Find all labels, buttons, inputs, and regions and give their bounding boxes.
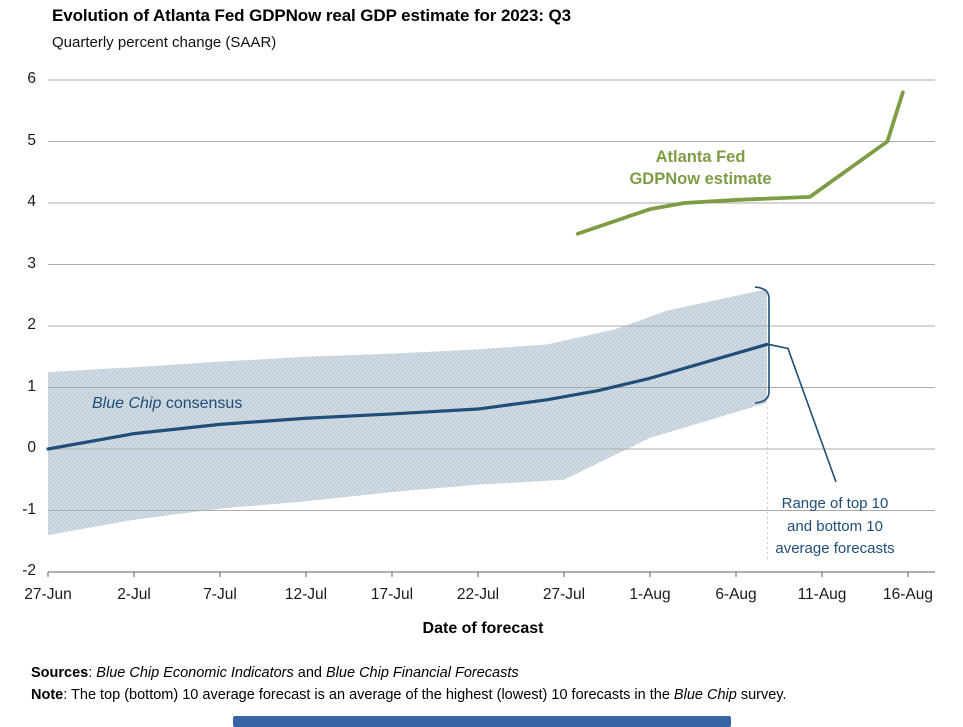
x-tick-label: 1-Aug [629, 586, 671, 603]
series-lines [46, 90, 905, 451]
gridlines [48, 79, 935, 511]
annotation-leader-line [768, 343, 837, 483]
x-tick-label: 27-Jun [24, 586, 72, 603]
bluechip-series-label: Blue Chip consensus [92, 395, 242, 413]
x-tick-label: 6-Aug [715, 586, 757, 603]
text-segment: survey. [736, 687, 787, 703]
text-segment: Note [31, 687, 64, 703]
y-tick-label: 4 [27, 193, 36, 210]
series-line [575, 90, 905, 236]
y-tick-label: -2 [22, 562, 36, 579]
gdpnow-series-label: Atlanta Fed GDPNow estimate [608, 146, 793, 190]
y-tick-label: 0 [27, 439, 36, 456]
y-tick-label: -1 [22, 500, 36, 518]
text-line: GDPNow estimate [629, 170, 772, 188]
text-line: average forecasts [775, 540, 895, 557]
x-tick-label: 27-Jul [542, 586, 586, 603]
sources-line: Sources: Blue Chip Economic Indicators a… [31, 665, 519, 681]
date-slider-bar[interactable] [233, 716, 731, 727]
range-annotation: Range of top 10 and bottom 10 average fore… [756, 493, 914, 561]
text-segment: : [88, 665, 97, 681]
x-tick-label: 12-Jul [284, 586, 328, 603]
chart-title: Evolution of Atlanta Fed GDPNow real GDP… [52, 6, 572, 25]
note-line: Note: The top (bottom) 10 average foreca… [31, 687, 787, 703]
series-line [46, 342, 769, 451]
x-axis-title: Date of forecast [422, 620, 544, 637]
chart-subtitle: Quarterly percent change (SAAR) [52, 34, 277, 51]
text-segment: consensus [161, 395, 243, 412]
y-tick-label: 5 [27, 131, 36, 149]
text-line: Range of top 10 [781, 495, 889, 512]
text-line: and bottom 10 [787, 517, 883, 535]
x-tick-label: 11-Aug [797, 586, 847, 603]
text-segment: Blue Chip [92, 395, 162, 412]
y-tick-label: 6 [27, 70, 36, 87]
text-line: Atlanta Fed [655, 148, 746, 166]
x-tick-label: 17-Jul [370, 586, 414, 603]
y-tick-label: 1 [27, 377, 36, 395]
x-axis [47, 571, 935, 577]
y-tick-label: 2 [27, 316, 36, 333]
x-tick-label: 16-Aug [883, 586, 933, 603]
text-segment: Blue Chip [673, 687, 737, 703]
text-segment: Blue Chip Economic Indicators [96, 665, 294, 681]
x-tick-label: 22-Jul [456, 586, 500, 603]
text-segment: and [293, 665, 327, 681]
text-segment: Sources [31, 665, 89, 681]
x-tick-label: 7-Jul [203, 586, 237, 603]
text-segment: Blue Chip Financial Forecasts [326, 665, 519, 681]
x-tick-label: 2-Jul [117, 586, 151, 603]
text-segment: : The top (bottom) 10 average forecast i… [63, 687, 674, 703]
y-tick-label: 3 [27, 254, 36, 272]
